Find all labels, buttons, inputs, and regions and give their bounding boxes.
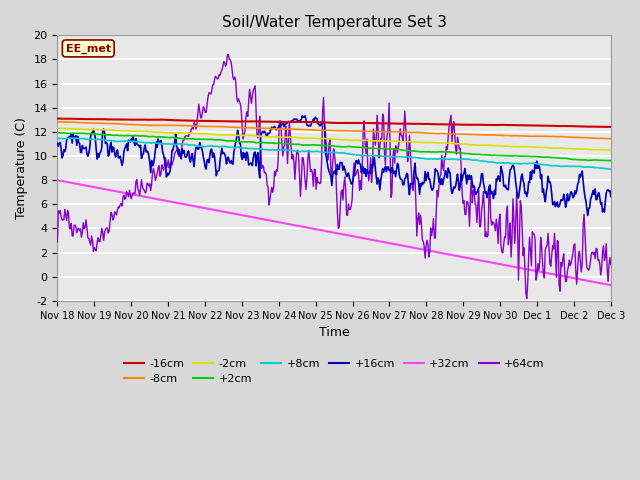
-8cm	[380, 129, 387, 134]
Legend: -16cm, -8cm, -2cm, +2cm, +8cm, +16cm, +32cm, +64cm: -16cm, -8cm, -2cm, +2cm, +8cm, +16cm, +3…	[119, 354, 549, 389]
+8cm	[471, 157, 479, 163]
Title: Soil/Water Temperature Set 3: Soil/Water Temperature Set 3	[221, 15, 447, 30]
+32cm	[152, 196, 159, 202]
+8cm	[54, 135, 61, 141]
+64cm	[225, 51, 232, 57]
+32cm	[380, 239, 387, 245]
+16cm	[471, 189, 479, 194]
+32cm	[470, 256, 478, 262]
-8cm	[423, 130, 431, 136]
+2cm	[305, 142, 312, 148]
+16cm	[298, 113, 306, 119]
-16cm	[602, 124, 610, 130]
-8cm	[152, 122, 159, 128]
+2cm	[152, 134, 160, 140]
+64cm	[471, 202, 479, 207]
+64cm	[196, 108, 204, 114]
-8cm	[54, 119, 61, 125]
Line: -8cm: -8cm	[58, 122, 611, 139]
+64cm	[305, 148, 312, 154]
-16cm	[152, 117, 159, 122]
+16cm	[305, 123, 312, 129]
+64cm	[424, 241, 432, 247]
Line: +8cm: +8cm	[58, 138, 611, 169]
Line: +2cm: +2cm	[58, 132, 611, 161]
+16cm	[607, 193, 614, 199]
+8cm	[424, 156, 432, 162]
+8cm	[152, 140, 160, 146]
-16cm	[54, 116, 61, 121]
+2cm	[54, 130, 62, 135]
-16cm	[607, 124, 614, 130]
+16cm	[196, 140, 204, 145]
+64cm	[54, 239, 61, 245]
+2cm	[381, 146, 388, 152]
+8cm	[196, 144, 204, 149]
+8cm	[381, 154, 388, 159]
+32cm	[607, 282, 614, 288]
+32cm	[54, 177, 61, 183]
-8cm	[196, 123, 204, 129]
+2cm	[607, 157, 614, 163]
-8cm	[304, 127, 312, 132]
-2cm	[304, 135, 312, 141]
+16cm	[381, 166, 388, 172]
Line: +64cm: +64cm	[58, 54, 611, 299]
+2cm	[54, 130, 61, 135]
+16cm	[152, 147, 159, 153]
-8cm	[470, 132, 478, 137]
+8cm	[305, 148, 312, 154]
+32cm	[423, 247, 431, 253]
+64cm	[523, 296, 531, 301]
+64cm	[381, 150, 388, 156]
X-axis label: Time: Time	[319, 326, 349, 339]
+8cm	[607, 167, 614, 172]
Line: -2cm: -2cm	[58, 128, 611, 150]
+2cm	[605, 158, 613, 164]
Y-axis label: Temperature (C): Temperature (C)	[15, 117, 28, 219]
+32cm	[304, 225, 312, 230]
+16cm	[584, 213, 591, 218]
+32cm	[196, 204, 204, 210]
-2cm	[54, 125, 61, 131]
Text: EE_met: EE_met	[66, 43, 111, 54]
Line: +32cm: +32cm	[58, 180, 611, 285]
+64cm	[607, 262, 614, 267]
-2cm	[423, 140, 431, 145]
-16cm	[196, 118, 204, 124]
-16cm	[304, 119, 312, 125]
Line: -16cm: -16cm	[58, 119, 611, 127]
+16cm	[424, 169, 432, 175]
-16cm	[423, 121, 431, 127]
+16cm	[54, 141, 61, 146]
-2cm	[380, 138, 387, 144]
-2cm	[152, 129, 159, 135]
+2cm	[424, 149, 432, 155]
+2cm	[196, 136, 204, 142]
+64cm	[152, 178, 159, 183]
-8cm	[607, 136, 614, 142]
-2cm	[607, 147, 614, 153]
-2cm	[470, 142, 478, 148]
+8cm	[70, 135, 78, 141]
Line: +16cm: +16cm	[58, 116, 611, 216]
-16cm	[380, 120, 387, 126]
-2cm	[196, 131, 204, 137]
+2cm	[471, 151, 479, 157]
-16cm	[470, 122, 478, 128]
